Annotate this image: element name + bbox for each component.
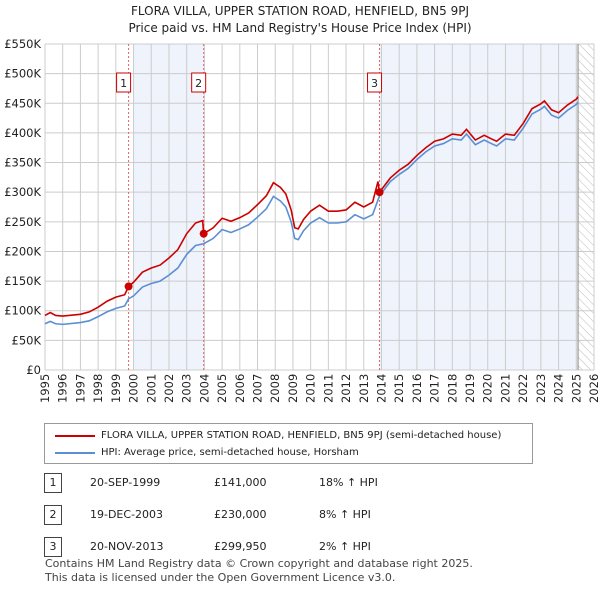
- x-tick-label: 2021: [498, 374, 512, 403]
- x-tick-label: 2005: [215, 374, 229, 403]
- legend-hpi: HPI: Average price, semi-detached house,…: [101, 447, 359, 458]
- sale-point: [199, 229, 208, 238]
- sale-point: [375, 188, 384, 197]
- transaction-date: 19-DEC-2003: [90, 508, 164, 521]
- x-tick-label: 2016: [410, 374, 424, 403]
- y-tick-label: £450K: [4, 96, 41, 110]
- transaction-date: 20-SEP-1999: [90, 476, 161, 489]
- x-tick-label: 2012: [339, 374, 353, 403]
- x-tick-label: 2020: [481, 374, 495, 403]
- x-tick-label: 2013: [357, 374, 371, 403]
- transaction-price: £299,950: [214, 540, 267, 553]
- transaction-row: 1 20-SEP-1999 £141,000 18% ↑ HPI: [44, 473, 464, 493]
- x-tick-label: 2004: [197, 374, 211, 403]
- y-tick-label: £500K: [4, 67, 41, 81]
- x-tick-label: 2009: [286, 374, 300, 403]
- transaction-hpi: 2% ↑ HPI: [319, 540, 371, 553]
- legend-red-line: [55, 434, 95, 437]
- x-tick-label: 1995: [38, 374, 52, 403]
- sale-label-box: [116, 72, 132, 93]
- y-tick-label: £0: [26, 363, 41, 377]
- sale-label: 2: [195, 77, 202, 90]
- forecast-hatch: [578, 44, 594, 370]
- x-tick-label: 2023: [534, 374, 548, 403]
- x-tick-label: 2025: [569, 374, 583, 403]
- y-tick-label: £300K: [4, 185, 41, 199]
- y-tick-label: £150K: [4, 274, 41, 288]
- y-tick-label: £400K: [4, 126, 41, 140]
- sale-label: 1: [120, 77, 127, 90]
- chart-subtitle: Price paid vs. HM Land Registry's House …: [128, 21, 472, 35]
- legend: FLORA VILLA, UPPER STATION ROAD, HENFIEL…: [44, 423, 533, 464]
- sale-label-box: [191, 72, 207, 93]
- transaction-number: 3: [44, 537, 62, 557]
- x-tick-label: 2022: [516, 374, 530, 403]
- x-tick-label: 2019: [463, 374, 477, 403]
- footer-line-1: Contains HM Land Registry data © Crown c…: [45, 557, 473, 570]
- transaction-row: 2 19-DEC-2003 £230,000 8% ↑ HPI: [44, 505, 464, 525]
- x-tick-label: 2011: [321, 374, 335, 403]
- x-tick-label: 1999: [109, 374, 123, 403]
- price-chart: 1995 1996 1997 1998 1999 2000 2001 2002 2003 2004…: [4, 37, 600, 403]
- x-tick-label: 1996: [56, 374, 70, 403]
- transaction-price: £141,000: [214, 476, 267, 489]
- x-tick-label: 2008: [268, 374, 282, 403]
- sale-label-box: [367, 72, 383, 93]
- y-tick-label: £250K: [4, 215, 41, 229]
- x-tick-label: 2000: [127, 374, 141, 403]
- legend-property: FLORA VILLA, UPPER STATION ROAD, HENFIEL…: [101, 430, 502, 441]
- x-tick-label: 2002: [162, 374, 176, 403]
- x-tick-label: 2007: [251, 374, 265, 403]
- footer-line-2: This data is licensed under the Open Gov…: [45, 571, 396, 584]
- transaction-date: 20-NOV-2013: [90, 540, 164, 553]
- series-line: [44, 101, 579, 326]
- x-tick-label: 2015: [392, 374, 406, 403]
- x-tick-label: 2018: [445, 374, 459, 403]
- x-tick-label: 1998: [91, 374, 105, 403]
- legend-blue-line: [55, 451, 95, 454]
- x-tick-label: 2003: [180, 374, 194, 403]
- x-tick-label: 2026: [587, 374, 600, 403]
- x-tick-label: 2001: [144, 374, 158, 403]
- sale-label: 3: [371, 77, 378, 90]
- transaction-hpi: 8% ↑ HPI: [319, 508, 371, 521]
- x-tick-label: 2006: [233, 374, 247, 403]
- x-tick-label: 2017: [428, 374, 442, 403]
- chart-title: FLORA VILLA, UPPER STATION ROAD, HENFIEL…: [131, 4, 469, 18]
- y-tick-label: £550K: [4, 37, 41, 51]
- transaction-number: 1: [44, 473, 62, 493]
- series-line: [44, 96, 579, 317]
- y-tick-label: £350K: [4, 156, 41, 170]
- shaded-period: [379, 44, 579, 370]
- transaction-hpi: 18% ↑ HPI: [319, 476, 378, 489]
- x-tick-label: 2024: [552, 374, 566, 403]
- y-tick-label: £50K: [12, 333, 42, 347]
- x-tick-label: 2014: [374, 374, 388, 403]
- transaction-price: £230,000: [214, 508, 267, 521]
- x-tick-label: 1997: [73, 374, 87, 403]
- sale-point: [124, 282, 133, 291]
- y-tick-label: £100K: [4, 304, 41, 318]
- transaction-number: 2: [44, 505, 62, 525]
- x-tick-label: 2010: [304, 374, 318, 403]
- y-tick-label: £200K: [4, 244, 41, 258]
- transaction-row: 3 20-NOV-2013 £299,950 2% ↑ HPI: [44, 537, 464, 557]
